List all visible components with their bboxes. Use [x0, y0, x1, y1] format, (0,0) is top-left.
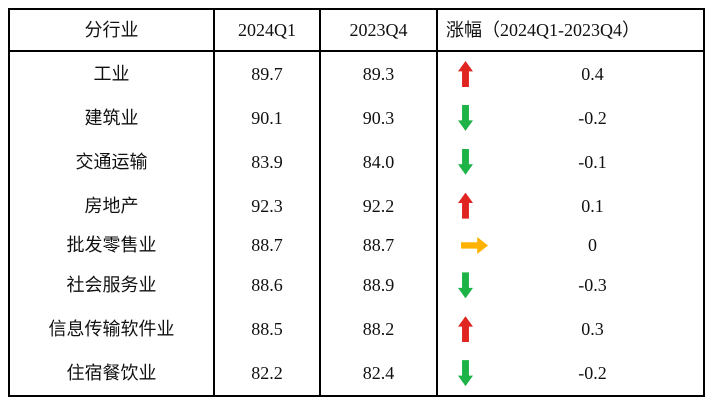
industry-label: 住宿餐饮业	[10, 351, 215, 395]
trend-arrow-icon	[458, 360, 473, 387]
q1-2024-value: 82.2	[215, 351, 321, 395]
table-row: 住宿餐饮业 82.2 82.4 -0.2	[10, 351, 703, 395]
header-change: 涨幅（2024Q1-2023Q4）	[446, 20, 640, 40]
industry-label: 房地产	[10, 183, 215, 228]
industry-label: 建筑业	[10, 95, 215, 140]
change-cell: -0.1	[438, 140, 703, 184]
trend-arrow-slot	[458, 272, 488, 299]
table-row: 交通运输 83.9 84.0 -0.1	[10, 139, 703, 184]
table-header-row: 分行业 2024Q1 2023Q4 涨幅（2024Q1-2023Q4）	[10, 10, 703, 52]
q4-2023-value: 92.2	[321, 183, 438, 228]
change-cell: -0.2	[438, 96, 703, 140]
table-row: 信息传输软件业 88.5 88.2 0.3	[10, 307, 703, 352]
trend-arrow-icon	[458, 316, 473, 343]
change-value: 0.3	[581, 319, 604, 340]
header-industry: 分行业	[10, 10, 215, 50]
industry-label: 信息传输软件业	[10, 307, 215, 352]
trend-arrow-icon	[458, 60, 473, 87]
change-cell: 0.1	[438, 184, 703, 228]
q4-2023-value: 88.7	[321, 227, 438, 264]
change-cell: 0.3	[438, 307, 703, 351]
q1-2024-value: 88.7	[215, 227, 321, 264]
table-row: 建筑业 90.1 90.3 -0.2	[10, 95, 703, 140]
trend-arrow-icon	[458, 272, 473, 299]
trend-arrow-slot	[458, 104, 488, 131]
header-2023q4: 2023Q4	[321, 10, 438, 50]
change-cell: -0.2	[438, 351, 703, 395]
q4-2023-value: 90.3	[321, 95, 438, 140]
change-value: -0.3	[578, 275, 607, 296]
trend-arrow-icon	[458, 192, 473, 219]
table-row: 社会服务业 88.6 88.9 -0.3	[10, 263, 703, 308]
change-cell: -0.3	[438, 263, 703, 307]
industry-label: 交通运输	[10, 139, 215, 184]
q1-2024-value: 88.5	[215, 307, 321, 352]
q1-2024-value: 92.3	[215, 183, 321, 228]
trend-arrow-slot	[458, 236, 488, 254]
change-cell: 0.4	[438, 52, 703, 96]
change-value: 0.4	[581, 63, 604, 84]
trend-arrow-icon	[461, 236, 488, 254]
q4-2023-value: 88.2	[321, 307, 438, 352]
q4-2023-value: 82.4	[321, 351, 438, 395]
trend-arrow-icon	[458, 104, 473, 131]
q1-2024-value: 88.6	[215, 263, 321, 308]
change-cell: 0	[438, 228, 703, 264]
industry-label: 工业	[10, 52, 215, 96]
table-row: 工业 89.7 89.3 0.4	[10, 52, 703, 96]
q4-2023-value: 89.3	[321, 52, 438, 96]
header-2024q1: 2024Q1	[215, 10, 321, 50]
q1-2024-value: 83.9	[215, 139, 321, 184]
trend-arrow-slot	[458, 60, 488, 87]
q4-2023-value: 88.9	[321, 263, 438, 308]
change-value: -0.2	[578, 363, 607, 384]
change-value: 0.1	[581, 195, 604, 216]
trend-arrow-slot	[458, 316, 488, 343]
trend-arrow-slot	[458, 192, 488, 219]
change-value: -0.2	[578, 107, 607, 128]
trend-arrow-icon	[458, 148, 473, 175]
change-value: 0	[588, 235, 597, 256]
table-row: 房地产 92.3 92.2 0.1	[10, 183, 703, 228]
industry-label: 社会服务业	[10, 263, 215, 308]
q4-2023-value: 84.0	[321, 139, 438, 184]
trend-arrow-slot	[458, 148, 488, 175]
change-value: -0.1	[578, 151, 607, 172]
industry-label: 批发零售业	[10, 227, 215, 264]
q1-2024-value: 89.7	[215, 52, 321, 96]
q1-2024-value: 90.1	[215, 95, 321, 140]
table-row: 批发零售业 88.7 88.7 0	[10, 227, 703, 264]
trend-arrow-slot	[458, 360, 488, 387]
industry-comparison-table: 分行业 2024Q1 2023Q4 涨幅（2024Q1-2023Q4） 工业 8…	[8, 8, 705, 397]
